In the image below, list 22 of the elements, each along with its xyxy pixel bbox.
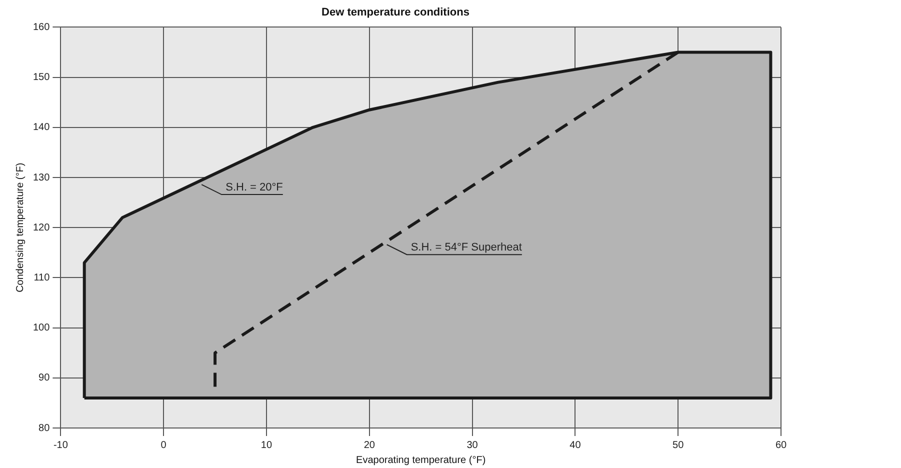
y-tick-label: 120	[32, 222, 50, 234]
y-tick-label: 100	[32, 322, 50, 334]
x-tick-label: 20	[364, 440, 376, 451]
annotation: S.H. = 54°F Superheat	[410, 242, 522, 254]
x-tick-label: 50	[672, 440, 684, 451]
y-tick-label: 110	[34, 272, 50, 284]
x-axis-title: Evaporating temperature (°F)	[356, 454, 486, 466]
x-tick-label: 40	[570, 440, 582, 451]
x-tick-label: -10	[53, 440, 68, 451]
x-tick-label: 30	[466, 440, 478, 451]
y-tick-label: 90	[38, 372, 50, 384]
y-axis-title: Condensing temperature (°F)	[14, 162, 26, 292]
y-tick-label: 140	[32, 122, 50, 134]
x-tick-label: 60	[775, 440, 787, 451]
annotation: S.H. = 20°F	[226, 182, 284, 194]
chart-title: Dew temperature conditions	[322, 6, 470, 19]
y-tick-label: 160	[32, 22, 50, 33]
y-tick-label: 150	[32, 72, 50, 84]
x-tick-label: 0	[160, 440, 167, 451]
x-tick-label: 10	[260, 440, 272, 451]
y-tick-label: 130	[32, 172, 50, 184]
y-tick-label: 80	[38, 422, 50, 434]
